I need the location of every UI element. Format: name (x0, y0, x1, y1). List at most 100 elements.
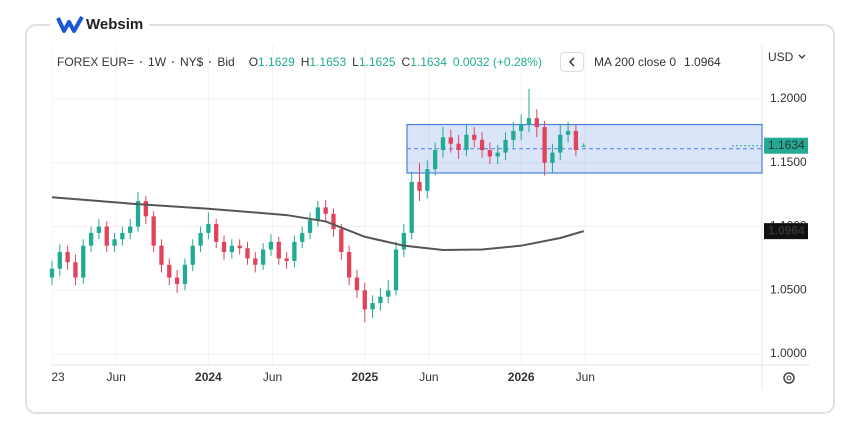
last-price-box (764, 137, 808, 154)
x-tick-label: 2025 (351, 370, 378, 384)
collapse-button[interactable] (559, 52, 584, 72)
ohlc-value: 1.1634 (410, 55, 447, 69)
ohlc: O 1.1629 H 1.1653 L 1.1625 C 1.1634 (249, 55, 447, 69)
candle-body (526, 118, 532, 125)
brand: Websim (86, 15, 144, 33)
exchange: NY$ (180, 55, 204, 69)
candle-body (472, 134, 477, 140)
candle-body (190, 245, 195, 265)
ma-line (51, 196, 584, 252)
candle-body (542, 127, 547, 163)
candle-body (73, 262, 78, 278)
symbol: FOREX EUR= (57, 55, 135, 69)
candle-body (237, 245, 242, 249)
candle-body (135, 201, 141, 227)
candle-body (57, 252, 62, 269)
candle-body (425, 169, 430, 191)
candle-body (300, 232, 305, 242)
indicator: MA 200 close 0 (593, 55, 677, 69)
candle-body (456, 143, 461, 151)
candle-body (479, 139, 485, 151)
frame (25, 24, 835, 414)
candle-body (448, 137, 453, 144)
ohlc-value: 1.1625 (358, 55, 396, 69)
x-tick-label: 23 (51, 370, 65, 384)
candle-body (65, 252, 70, 263)
x-tick-label: Jun (576, 370, 595, 384)
candle-body (346, 252, 352, 278)
candle-body (440, 137, 446, 151)
candle-body (167, 264, 172, 278)
x-tick-label: Jun (263, 370, 282, 384)
candle-body (565, 130, 571, 135)
candle-body (128, 226, 133, 233)
candle-body (206, 223, 211, 233)
candle-body (401, 232, 407, 250)
candle-body (81, 245, 86, 278)
ohlc-letter: O (248, 55, 259, 69)
settings-icon[interactable] (783, 372, 795, 384)
candle-body (386, 290, 391, 297)
candle-body (378, 296, 383, 304)
change: 0.0032 (+0.28%) (452, 55, 542, 69)
ohlc-value: 1.1629 (258, 55, 295, 69)
candle-body (159, 245, 164, 265)
candle-body (354, 277, 360, 291)
candle-body (519, 124, 524, 131)
ohlc-value: 1.1653 (309, 55, 347, 69)
candle-body (362, 290, 367, 310)
candle-body (370, 303, 375, 310)
interval[interactable]: 1W (148, 55, 167, 69)
logo-icon (56, 16, 84, 33)
candle-body (503, 139, 508, 153)
candle-body (268, 241, 274, 250)
candle-body (88, 232, 94, 246)
legend-header: FOREX EUR= 1W NY$ Bid O 1.1629 H 1.1653 L 1.1… (57, 52, 721, 72)
ohlc-letter: L (352, 55, 359, 69)
price-type: Bid (217, 55, 235, 69)
candle-body (511, 130, 516, 140)
candle-body (464, 134, 469, 151)
y-tick-label: 1.0500 (770, 282, 807, 296)
candle-body (276, 241, 281, 259)
x-tick-label: Jun (419, 370, 438, 384)
candle-body (221, 241, 227, 253)
candle-body (214, 223, 219, 242)
y-tick-label: 1.0000 (770, 346, 807, 360)
candle-body (292, 241, 297, 261)
last-price-label: 1.1634 (768, 138, 805, 152)
candle-body (253, 258, 258, 265)
indicator-value: 1.0964 (684, 55, 721, 69)
candle-body (143, 201, 148, 217)
candle-body (331, 213, 336, 230)
logo: Websim (50, 14, 150, 34)
candle-body (245, 248, 250, 259)
x-tick-label: 2026 (508, 370, 535, 384)
candle-body (198, 232, 203, 246)
candle-body (550, 152, 555, 163)
candle-body (49, 268, 55, 278)
candle-body (120, 232, 125, 240)
candle-body (151, 216, 156, 246)
y-tick-label: 1.1500 (770, 155, 807, 169)
candle-body (393, 249, 399, 291)
ohlc-letter: H (300, 55, 310, 69)
ohlc-letter: C (401, 55, 411, 69)
candle-body (307, 220, 313, 233)
currency-selector[interactable]: USD (768, 50, 809, 64)
candle-body (487, 150, 493, 157)
currency[interactable]: USD (768, 50, 794, 64)
x-tick-label: 2024 (195, 370, 222, 384)
candle-body (534, 118, 539, 128)
candle-body (339, 229, 344, 253)
candle-body (573, 130, 579, 151)
ma-price-label: 1.0964 (768, 223, 805, 237)
candle-body (558, 134, 563, 153)
candle-body (229, 245, 234, 253)
candle-body (315, 207, 321, 221)
candle-body (284, 258, 289, 261)
candle-body (104, 226, 109, 246)
candle-body (495, 152, 500, 157)
